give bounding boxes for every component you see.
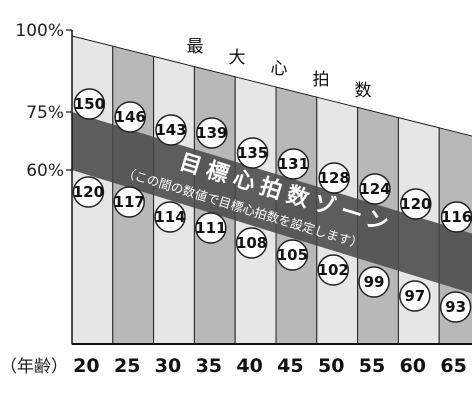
- x-tick-label-60: 60: [400, 355, 426, 377]
- badge-value-s1-45: 105: [277, 246, 308, 264]
- badge-circle-s0-30: [155, 114, 187, 146]
- badge-circle-s0-40: [236, 137, 269, 169]
- badge-value-s0-35: 139: [196, 124, 227, 142]
- badge-circle-s0-55: [359, 173, 391, 205]
- badge-value-s0-40: 135: [237, 144, 268, 162]
- badge-circle-s0-35: [196, 117, 228, 149]
- title-char-4: 数: [355, 81, 372, 101]
- target-zone-area: [72, 112, 472, 294]
- badge-value-s1-55: 99: [364, 273, 385, 291]
- x-axis-unit-label: （年齢）: [0, 357, 68, 377]
- y-tick-label-0: 100%: [15, 21, 64, 41]
- badge-value-s0-65: 116: [441, 208, 472, 226]
- value-badges: 150 146 143 139 135 131 128 124 120 116 120 117 114 1…: [72, 88, 472, 323]
- x-tick-label-25: 25: [114, 355, 140, 377]
- badge-value-s0-50: 128: [319, 169, 350, 187]
- title-char-0: 最: [187, 37, 204, 57]
- y-tick-label-1: 75%: [26, 103, 64, 123]
- badge-circle-s1-50: [317, 254, 349, 286]
- badge-circle-s1-20: [72, 176, 105, 208]
- badge-circle-s1-40: [235, 227, 268, 259]
- x-tick-label-45: 45: [277, 355, 303, 377]
- badge-value-s1-60: 97: [404, 287, 425, 305]
- badge-value-s0-60: 120: [400, 195, 431, 213]
- axes: [66, 29, 472, 345]
- x-tick-label-35: 35: [196, 355, 222, 377]
- badge-value-s0-25: 146: [115, 108, 146, 126]
- x-tick-label-40: 40: [236, 355, 262, 377]
- badge-circle-s1-45: [276, 239, 309, 271]
- badge-circle-s0-25: [114, 101, 146, 133]
- target-zone-band: [72, 112, 472, 294]
- x-tick-label-20: 20: [73, 355, 99, 377]
- badge-circle-s1-65: [439, 291, 472, 323]
- badge-value-s0-45: 131: [278, 155, 309, 173]
- badge-value-s1-30: 114: [154, 208, 185, 226]
- x-tick-label-65: 65: [440, 355, 466, 377]
- x-tick-label-30: 30: [155, 355, 181, 377]
- badge-circle-s1-35: [195, 212, 227, 244]
- badge-value-s0-55: 124: [359, 180, 390, 198]
- badge-value-s1-20: 120: [73, 183, 104, 201]
- title-char-3: 拍: [313, 70, 330, 90]
- badge-circle-s0-50: [318, 162, 350, 194]
- badge-circle-s1-25: [113, 186, 145, 218]
- badge-circle-s1-60: [399, 280, 431, 312]
- badge-circle-s0-45: [277, 148, 310, 180]
- badge-circle-s1-55: [358, 266, 390, 298]
- badge-circle-s0-60: [400, 188, 432, 220]
- badge-value-s0-20: 150: [74, 95, 105, 113]
- badge-value-s1-65: 93: [445, 298, 466, 316]
- x-tick-label-55: 55: [359, 355, 385, 377]
- y-tick-label-2: 60%: [26, 161, 64, 181]
- badge-circle-s0-20: [73, 88, 106, 120]
- badge-value-s1-50: 102: [318, 261, 349, 279]
- title-char-1: 大: [229, 48, 246, 68]
- badge-value-s1-35: 111: [195, 219, 226, 237]
- badge-value-s1-40: 108: [236, 234, 267, 252]
- badge-value-s1-25: 117: [114, 193, 145, 211]
- title-char-2: 心: [271, 59, 288, 79]
- badge-value-s0-30: 143: [155, 121, 186, 139]
- axis-labels: 100% 75% 60% 20 25 30 35 40 45 50 55 60 65 （年齢）: [0, 21, 467, 377]
- x-tick-label-50: 50: [318, 355, 344, 377]
- badge-circle-s1-30: [154, 201, 186, 233]
